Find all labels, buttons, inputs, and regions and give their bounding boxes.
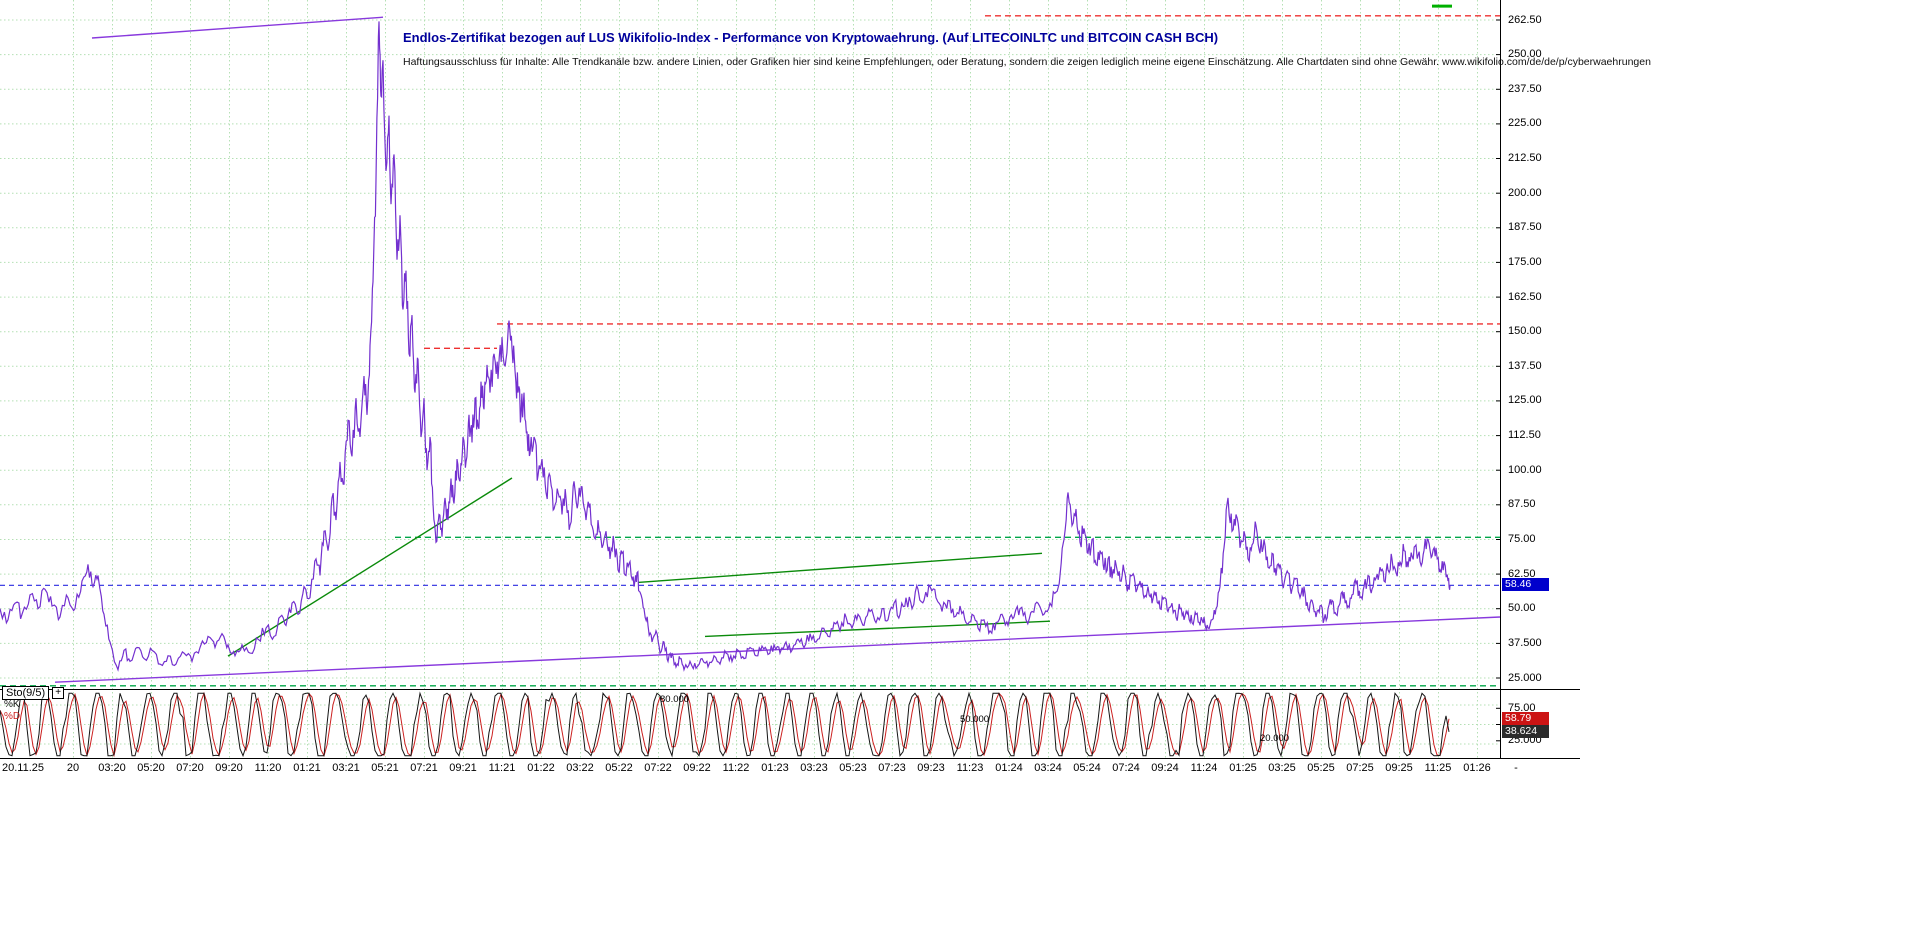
current-price-badge: 58.46 bbox=[1502, 578, 1549, 592]
price-axis-label: 187.50 bbox=[1508, 221, 1542, 234]
time-axis-label: 05:23 bbox=[839, 762, 867, 774]
time-axis-label: 09:20 bbox=[215, 762, 243, 774]
stochastic-d-value-badge: 58.79 bbox=[1502, 711, 1549, 725]
time-axis: 20.11.25 20 03:20 05:20 07:20 09:20 11:20 01:21… bbox=[0, 762, 1580, 778]
price-axis-label: 75.00 bbox=[1508, 533, 1536, 545]
price-axis-label: 200.00 bbox=[1508, 186, 1542, 199]
time-axis-label: 09:22 bbox=[683, 762, 711, 774]
time-axis-label: 11:21 bbox=[488, 762, 516, 774]
time-axis-label: 05:22 bbox=[605, 762, 633, 774]
time-axis-label: 09:25 bbox=[1385, 762, 1413, 774]
indicator-name-label[interactable]: Sto(9/5) bbox=[2, 686, 50, 700]
lower-purple-trendline bbox=[54, 616, 1501, 683]
time-axis-label: 09:23 bbox=[917, 762, 945, 774]
price-axis-label: 162.50 bbox=[1508, 290, 1542, 303]
upper-purple-trendline bbox=[91, 16, 384, 39]
price-axis-label: 150.00 bbox=[1508, 325, 1542, 338]
price-axis-label: 112.50 bbox=[1508, 429, 1541, 442]
time-axis-label: 03:21 bbox=[332, 762, 360, 774]
price-axis: 262.50 250.00 237.50 225.00 212.50 200.00 187.… bbox=[1506, 0, 1562, 778]
time-axis-label: 20.11.25 bbox=[2, 762, 45, 774]
indicator-header: Sto(9/5) + bbox=[2, 686, 65, 700]
horizontal-annotation-lines bbox=[0, 4, 1500, 687]
time-axis-label: 07:20 bbox=[176, 762, 204, 774]
time-axis-label: 03:22 bbox=[566, 762, 594, 774]
time-axis-label: 05:25 bbox=[1307, 762, 1335, 774]
chart-disclaimer: Haftungsausschluss für Inhalte: Alle Tre… bbox=[403, 56, 1651, 68]
time-axis-label: 01:23 bbox=[761, 762, 789, 774]
time-axis-label: 03:20 bbox=[98, 762, 126, 774]
time-axis-label: 01:22 bbox=[527, 762, 555, 774]
chart-canvas[interactable] bbox=[0, 0, 1580, 778]
indicator-expand-button[interactable]: + bbox=[52, 687, 65, 699]
stochastic-axis-label: 75.00 bbox=[1508, 701, 1536, 714]
price-axis-label: 175.00 bbox=[1508, 255, 1542, 268]
price-axis-label: 25.000 bbox=[1508, 671, 1542, 684]
price-axis-label: 62.50 bbox=[1508, 567, 1536, 580]
price-axis-label: 262.50 bbox=[1508, 13, 1542, 26]
price-axis-label: 250.00 bbox=[1508, 48, 1542, 61]
time-axis-label: 01:26 bbox=[1463, 762, 1491, 774]
price-axis-label: 87.50 bbox=[1508, 498, 1536, 511]
time-axis-label: 07:22 bbox=[644, 762, 672, 774]
time-axis-label: 11:22 bbox=[722, 762, 750, 774]
time-axis-label: 03:25 bbox=[1268, 762, 1296, 774]
price-axis-label: 225.00 bbox=[1508, 117, 1542, 130]
price-axis-label: 100.00 bbox=[1508, 463, 1542, 476]
stochastic-d-label: %D bbox=[4, 711, 21, 722]
time-axis-label: 09:24 bbox=[1151, 762, 1179, 774]
price-axis-label: 50.00 bbox=[1508, 602, 1536, 615]
time-axis-label: 11:25 bbox=[1424, 762, 1452, 774]
price-axis-label: 125.00 bbox=[1508, 394, 1542, 407]
trend-lines bbox=[54, 16, 1501, 683]
time-axis-label: 05:24 bbox=[1073, 762, 1101, 774]
time-axis-label: 01:24 bbox=[995, 762, 1023, 774]
stochastic-k-line bbox=[0, 691, 1450, 758]
time-axis-label: 01:21 bbox=[293, 762, 321, 774]
time-axis-label: - bbox=[1514, 762, 1518, 774]
time-axis-label: 05:21 bbox=[371, 762, 399, 774]
stochastic-k-value-badge: 38.624 bbox=[1502, 725, 1549, 739]
green-rising-trendline-2020-2021 bbox=[227, 477, 513, 657]
stochastic-d-line bbox=[0, 691, 1450, 758]
time-axis-label: 07:24 bbox=[1112, 762, 1140, 774]
price-axis-label: 212.50 bbox=[1508, 152, 1542, 164]
time-axis-label: 11:20 bbox=[254, 762, 282, 774]
time-axis-label: 09:21 bbox=[449, 762, 477, 774]
time-axis-label: 01:25 bbox=[1229, 762, 1257, 774]
green-rising-trendline-mid bbox=[637, 552, 1043, 584]
time-axis-label: 07:25 bbox=[1346, 762, 1374, 774]
panel-separators bbox=[0, 0, 1580, 759]
stochastic-axis: 75.00 50.00 25.000 bbox=[1506, 0, 1562, 778]
time-axis-label: 20 bbox=[66, 762, 80, 774]
time-axis-label: 11:23 bbox=[956, 762, 984, 774]
time-axis-label: 07:21 bbox=[410, 762, 438, 774]
green-rising-trendline-low bbox=[704, 620, 1051, 638]
time-axis-label: 03:23 bbox=[800, 762, 828, 774]
price-series-line bbox=[0, 21, 1451, 672]
time-axis-label: 07:23 bbox=[878, 762, 906, 774]
price-axis-label: 137.50 bbox=[1508, 359, 1542, 372]
time-axis-label: 03:24 bbox=[1034, 762, 1062, 774]
time-axis-label: 11:24 bbox=[1190, 762, 1218, 774]
price-axis-label: 237.50 bbox=[1508, 82, 1542, 95]
grid bbox=[0, 0, 1500, 758]
stochastic-k-label: %K bbox=[4, 699, 20, 710]
time-axis-label: 05:20 bbox=[137, 762, 165, 774]
price-axis-label: 37.500 bbox=[1508, 636, 1542, 649]
chart-title: Endlos-Zertifikat bezogen auf LUS Wikifo… bbox=[403, 30, 1219, 45]
